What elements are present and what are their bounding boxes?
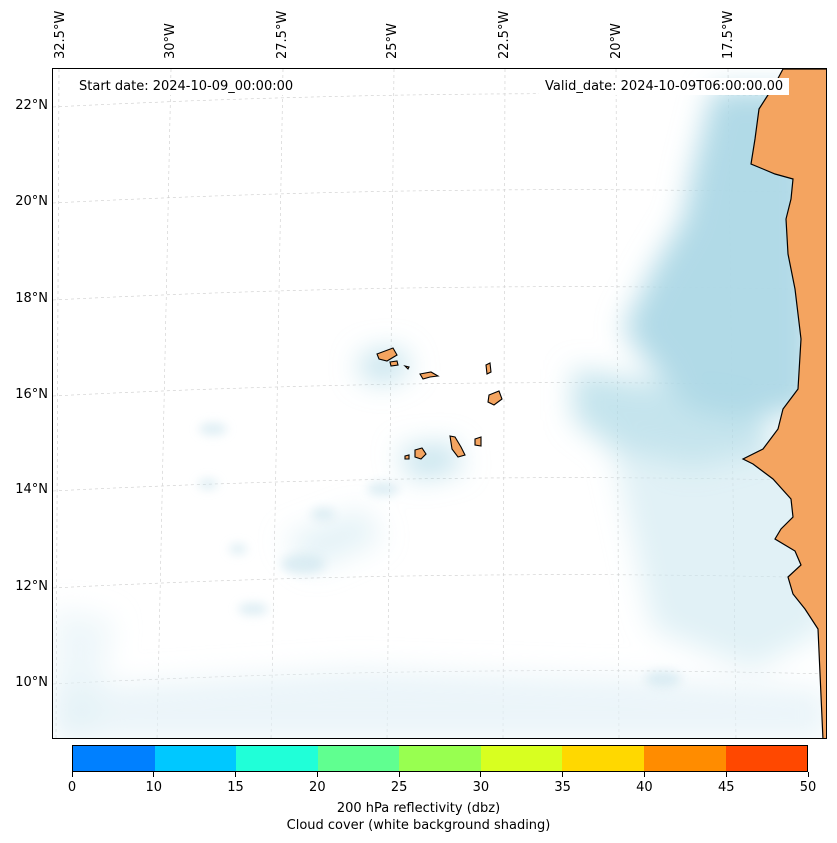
colorbar-segment <box>154 746 237 771</box>
island-santiago <box>449 435 466 458</box>
island-boa-vista <box>487 390 503 406</box>
colorbar-tick <box>725 772 727 777</box>
colorbar-segment <box>317 746 400 771</box>
lon-label-32-5w: 32.5°W <box>53 10 68 59</box>
cloud-cell <box>229 544 247 554</box>
cloud-cell <box>367 482 399 496</box>
grid-meridian-25w <box>386 69 395 738</box>
cloud-cell <box>281 554 325 574</box>
grid-meridian-30w <box>156 69 172 738</box>
colorbar-tick <box>562 772 564 777</box>
lon-label-22-5w: 22.5°W <box>497 10 512 59</box>
colorbar-tick-label: 20 <box>309 780 326 795</box>
lat-label-12n: 12°N <box>15 579 48 594</box>
colorbar-segment <box>73 746 155 771</box>
colorbar-tick-label: 35 <box>554 780 571 795</box>
cloud-cell <box>198 479 218 489</box>
cloud-mass-south <box>613 449 826 669</box>
start-date-label: Start date: 2024-10-09_00:00:00 <box>73 78 300 95</box>
island-sao-vicente <box>389 360 399 367</box>
cloud-mass-band <box>573 369 773 469</box>
colorbar-segment <box>643 746 726 771</box>
island-sao-nicolau <box>419 371 440 380</box>
colorbar-tick-label: 0 <box>67 780 77 795</box>
colorbar-tick-label: 45 <box>717 780 735 795</box>
island-brava <box>404 454 410 460</box>
colorbar-tick-label: 25 <box>390 780 408 795</box>
grid-meridian-20w <box>615 69 620 738</box>
colorbar-segment <box>236 746 318 771</box>
colorbar-tick <box>71 772 73 777</box>
cloud-cell <box>199 423 227 435</box>
colorbar-tick-label: 40 <box>636 780 653 795</box>
colorbar-tick <box>807 772 809 777</box>
lon-label-17-5w: 17.5°W <box>721 10 736 59</box>
valid-date-label: Valid_date: 2024-10-09T06:00:00.00 <box>539 78 790 95</box>
cloud-cell <box>311 508 335 520</box>
lat-label-10n: 10°N <box>15 675 48 690</box>
colorbar-tick <box>153 772 155 777</box>
lon-label-30w: 30°W <box>163 23 178 59</box>
cloud-mass-main <box>623 89 813 419</box>
colorbar-segment <box>562 746 644 771</box>
colorbar-title: 200 hPa reflectivity (dbz) <box>336 801 501 816</box>
lon-label-27-5w: 27.5°W <box>275 10 290 59</box>
lat-label-18n: 18°N <box>15 291 48 306</box>
cloud-cell <box>238 603 268 615</box>
colorbar-tick <box>316 772 318 777</box>
lon-label-25w: 25°W <box>385 23 400 59</box>
colorbar-segment <box>399 746 481 771</box>
colorbar-subtitle: Cloud cover (white background shading) <box>286 818 551 833</box>
colorbar-tick <box>480 772 482 777</box>
lat-label-14n: 14°N <box>15 482 48 497</box>
cloud-cell <box>645 671 681 687</box>
colorbar-tick-label: 10 <box>145 780 163 795</box>
lat-label-16n: 16°N <box>15 387 48 402</box>
island-sal <box>485 362 492 375</box>
cloud-cover <box>53 89 826 738</box>
colorbar-tick-label: 15 <box>227 780 244 795</box>
colorbar-tick <box>643 772 645 777</box>
island-santo-antao <box>376 347 398 362</box>
colorbar-tick <box>235 772 237 777</box>
lat-label-22n: 22°N <box>15 98 48 113</box>
colorbar-segment <box>725 746 808 771</box>
grid-meridian-27-5w <box>270 69 284 738</box>
colorbar-segment <box>480 746 563 771</box>
colorbar-tick-label: 50 <box>799 780 817 795</box>
cloud-fringe-south <box>53 669 826 738</box>
island-santa-luzia <box>403 364 410 370</box>
colorbar-tick-label: 30 <box>472 780 490 795</box>
lon-label-20w: 20°W <box>609 23 624 59</box>
cloud-patch-islands-north <box>358 349 413 384</box>
cloud-streak-west <box>283 509 383 569</box>
map-canvas <box>53 69 826 738</box>
lat-label-20n: 20°N <box>15 194 48 209</box>
colorbar-tick <box>398 772 400 777</box>
cloud-patch-islands-south <box>398 444 463 479</box>
cloud-fringe-west <box>53 609 113 738</box>
land-west-africa <box>741 69 826 738</box>
cape-verde-islands <box>376 347 503 460</box>
island-maio <box>474 436 482 447</box>
island-fogo <box>414 447 427 460</box>
colorbar <box>72 745 808 772</box>
map-frame <box>52 68 827 739</box>
cloud-cells <box>198 423 681 687</box>
grid-meridian-22-5w <box>502 69 506 738</box>
